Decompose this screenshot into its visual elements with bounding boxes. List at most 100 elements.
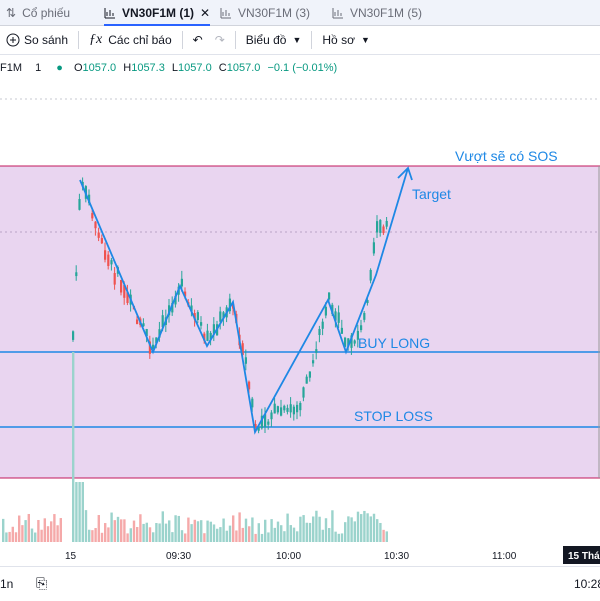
volume-bar (174, 515, 177, 542)
volume-bar (379, 522, 382, 542)
open-value: 1057.0 (82, 62, 117, 74)
bottom-bar: 1n ⎘ 10:28 (0, 566, 600, 601)
profile-dropdown[interactable]: Hồ sơ ▼ (316, 26, 375, 54)
candle-body (78, 199, 81, 210)
low-label: L (171, 62, 179, 74)
redo-button[interactable]: ↷ (209, 26, 231, 54)
candle-body (273, 403, 276, 414)
volume-bar (328, 528, 331, 542)
profile-label: Hồ sơ (322, 33, 355, 47)
tab-vn30f1m-5[interactable]: VN30F1M (5) (332, 0, 422, 25)
candle-body (200, 322, 203, 326)
candle-body (292, 406, 295, 415)
time-axis-label: 10:00 (276, 551, 301, 562)
volume-bar (203, 533, 206, 542)
tab-stocks[interactable]: ⇅ Cổ phiếu (6, 0, 70, 25)
volume-bar (260, 533, 264, 542)
candle-body (334, 311, 337, 321)
volume-bar (302, 515, 305, 542)
candle-body (219, 311, 222, 322)
chart-type-dropdown[interactable]: Biểu đồ ▼ (240, 26, 308, 54)
volume-bar (164, 523, 168, 542)
candle-body (372, 242, 375, 254)
volume-bar (53, 514, 56, 542)
indicators-button[interactable]: ƒx Các chỉ báo (83, 26, 178, 54)
candle-body (190, 305, 193, 312)
tab-vn30f1m-1[interactable]: VN30F1M (1) ✕ (104, 0, 211, 26)
volume-bar (382, 529, 385, 542)
candle-body (340, 327, 343, 334)
volume-bar (372, 513, 376, 542)
volume-bar (168, 520, 171, 542)
volume-bar (148, 527, 152, 542)
candle-body (369, 269, 372, 281)
volume-bar (337, 533, 340, 542)
volume-bar (94, 528, 97, 542)
volume-bar (340, 533, 344, 542)
candle-body (286, 407, 289, 412)
candle-body (347, 338, 350, 347)
volume-bar (97, 515, 100, 542)
low-value: 1057.0 (178, 62, 212, 74)
volume-bar (24, 520, 27, 542)
candle-body (270, 412, 273, 420)
candle-body (120, 279, 123, 293)
volume-bar (88, 529, 91, 542)
volume-bar (193, 519, 196, 542)
volume-bar (385, 531, 388, 542)
volume-bar (296, 531, 299, 542)
volume-bar (161, 511, 164, 542)
trading-range-zone (0, 166, 600, 478)
candle-body (161, 315, 164, 328)
candle-body (254, 424, 257, 428)
timeframe-label[interactable]: 1n (0, 577, 14, 591)
candle-body (145, 328, 148, 337)
volume-bar (257, 523, 260, 542)
replay-icon[interactable]: ⎘ (36, 575, 48, 591)
volume-bar (11, 526, 14, 542)
price-path-drawing (79, 167, 409, 435)
candle-body (280, 407, 283, 416)
candle-body (158, 329, 161, 338)
date-badge (563, 546, 600, 564)
candle-body (264, 414, 267, 428)
volume-bar (142, 523, 145, 542)
volume-bar (232, 515, 235, 542)
candle-body (171, 303, 174, 313)
price-chart[interactable]: Vượt sẽ có SOS Target BUY LONG STOP LOSS… (0, 80, 600, 566)
time-axis-label: 11:00 (492, 551, 517, 562)
volume-bar (21, 525, 24, 542)
volume-bar (184, 533, 187, 542)
candlesticks (72, 177, 388, 434)
change-value: −0.1 (−0.01%) (267, 62, 338, 74)
undo-button[interactable]: ↶ (187, 26, 209, 54)
volume-bar (225, 530, 228, 542)
candle-body (88, 194, 91, 204)
plus-circle-icon (6, 33, 20, 47)
candle-body (289, 404, 292, 413)
volume-bar (56, 525, 59, 542)
compare-button[interactable]: So sánh (0, 26, 74, 54)
volume-bar (78, 482, 81, 542)
candle-body (379, 219, 382, 233)
candle-body (324, 306, 327, 316)
status-dot-icon: ● (56, 62, 63, 74)
close-value: 1057.0 (226, 62, 261, 74)
volume-bar (251, 517, 254, 542)
volume-bar (216, 528, 219, 542)
chart-icon (220, 7, 231, 18)
close-icon[interactable]: ✕ (200, 5, 211, 20)
volume-bar (238, 512, 241, 542)
volume-bar (14, 532, 18, 542)
time-axis-label: 09:30 (166, 551, 191, 562)
high-label: H (123, 62, 132, 74)
candle-body (366, 300, 369, 304)
volume-bar (59, 518, 62, 542)
candle-body (104, 250, 107, 260)
chart-type-label: Biểu đồ (245, 33, 287, 47)
volume-bar (81, 482, 84, 542)
volume-bar (177, 515, 180, 542)
candle-body (299, 402, 302, 411)
tab-vn30f1m-3[interactable]: VN30F1M (3) (220, 0, 310, 25)
volume-bar (347, 516, 350, 542)
